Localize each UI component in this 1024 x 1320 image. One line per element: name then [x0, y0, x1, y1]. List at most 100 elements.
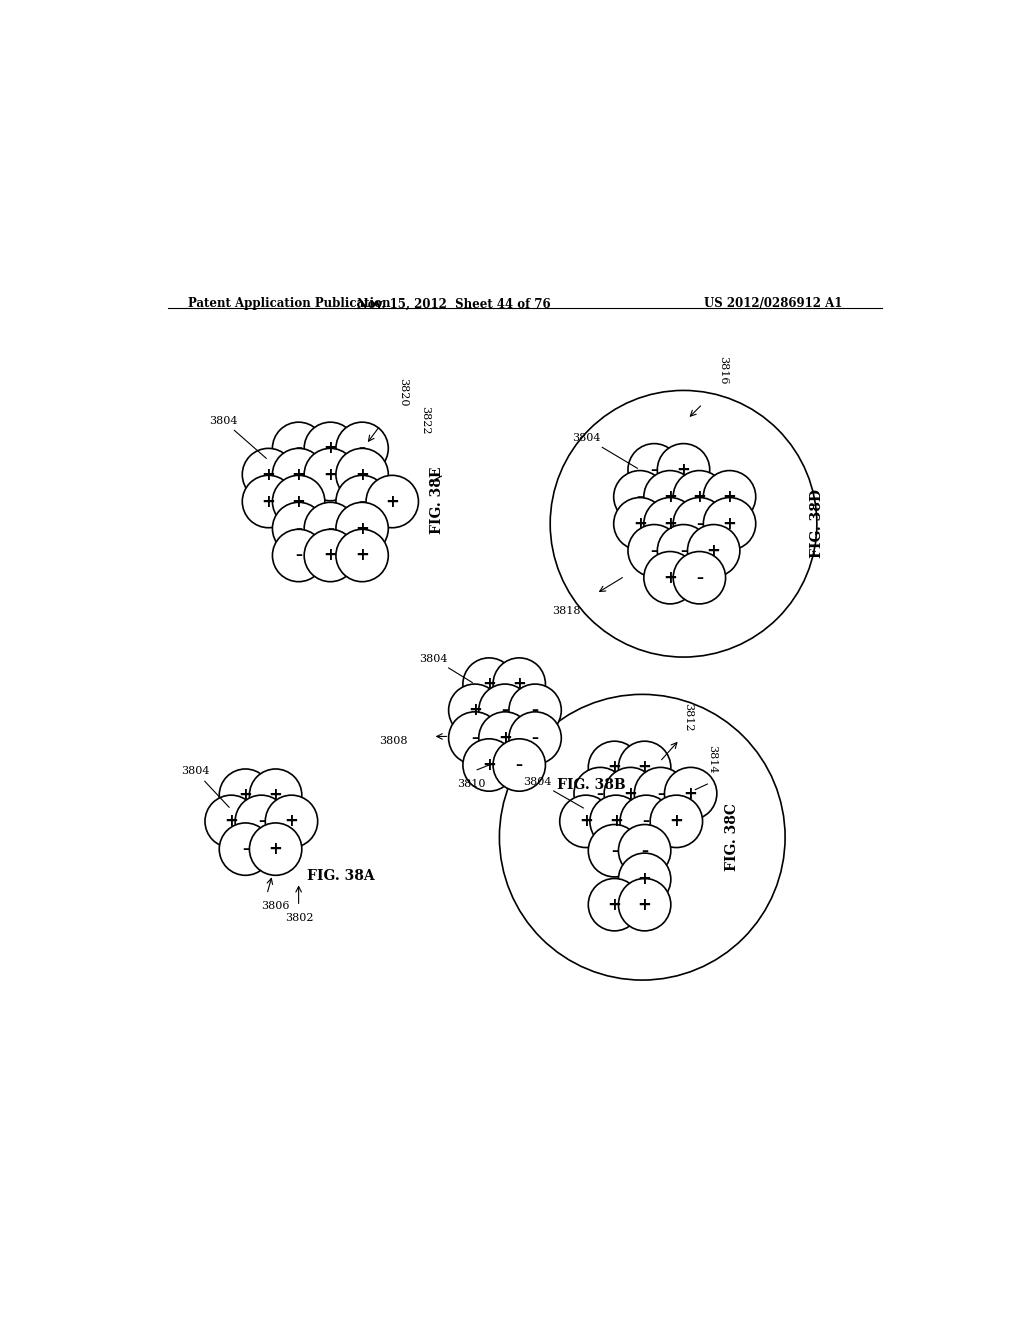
- Circle shape: [650, 795, 702, 847]
- Circle shape: [205, 795, 257, 847]
- Text: 3820: 3820: [397, 378, 408, 407]
- Text: +: +: [723, 515, 736, 533]
- Circle shape: [665, 767, 717, 820]
- Text: +: +: [677, 461, 690, 479]
- Text: FIG. 38E: FIG. 38E: [430, 466, 443, 533]
- Circle shape: [703, 471, 756, 523]
- Text: –: –: [696, 570, 702, 585]
- Text: –: –: [696, 516, 702, 531]
- Text: Nov. 15, 2012  Sheet 44 of 76: Nov. 15, 2012 Sheet 44 of 76: [356, 297, 550, 310]
- Text: –: –: [641, 843, 648, 858]
- Circle shape: [590, 795, 642, 847]
- Text: FIG. 38C: FIG. 38C: [725, 804, 738, 871]
- Circle shape: [336, 422, 388, 475]
- Text: 3804: 3804: [181, 767, 229, 808]
- Text: +: +: [684, 784, 697, 803]
- Text: +: +: [638, 896, 651, 913]
- Text: +: +: [633, 515, 647, 533]
- Circle shape: [367, 475, 419, 528]
- Text: –: –: [295, 521, 302, 536]
- Text: +: +: [607, 759, 622, 776]
- Circle shape: [644, 471, 696, 523]
- Text: US 2012/0286912 A1: US 2012/0286912 A1: [703, 297, 842, 310]
- Text: +: +: [664, 515, 677, 533]
- Text: –: –: [358, 441, 366, 455]
- Text: –: –: [242, 842, 249, 857]
- Circle shape: [628, 444, 680, 496]
- Text: +: +: [607, 896, 622, 913]
- Circle shape: [272, 422, 325, 475]
- Text: +: +: [268, 840, 283, 858]
- Circle shape: [621, 795, 673, 847]
- Circle shape: [272, 449, 325, 500]
- Text: +: +: [707, 541, 721, 560]
- Text: +: +: [670, 812, 683, 830]
- Circle shape: [336, 503, 388, 554]
- Circle shape: [613, 471, 666, 523]
- Circle shape: [673, 552, 726, 605]
- Text: +: +: [292, 492, 305, 511]
- Text: +: +: [692, 488, 707, 506]
- Text: +: +: [638, 870, 651, 888]
- Circle shape: [250, 770, 302, 821]
- Circle shape: [272, 503, 325, 554]
- Text: +: +: [355, 466, 369, 483]
- Text: –: –: [531, 731, 539, 744]
- Text: 3808: 3808: [379, 737, 408, 746]
- Text: –: –: [597, 787, 604, 800]
- Text: +: +: [324, 546, 337, 565]
- Text: 3802: 3802: [285, 912, 313, 923]
- Circle shape: [336, 449, 388, 500]
- Circle shape: [560, 795, 612, 847]
- Circle shape: [644, 498, 696, 550]
- Text: +: +: [285, 812, 298, 830]
- Circle shape: [304, 503, 356, 554]
- Text: 3804: 3804: [523, 776, 584, 808]
- Circle shape: [336, 475, 388, 528]
- Text: –: –: [657, 787, 664, 800]
- Text: –: –: [516, 758, 522, 772]
- Text: +: +: [624, 784, 637, 803]
- Text: +: +: [324, 466, 337, 483]
- Text: +: +: [482, 675, 496, 693]
- Circle shape: [604, 767, 656, 820]
- Text: 3804: 3804: [209, 416, 266, 458]
- Text: +: +: [261, 466, 275, 483]
- Circle shape: [644, 552, 696, 605]
- Text: 3810: 3810: [458, 779, 485, 789]
- Circle shape: [272, 475, 325, 528]
- Circle shape: [304, 422, 356, 475]
- Circle shape: [613, 498, 666, 550]
- Text: FIG. 38B: FIG. 38B: [557, 777, 626, 792]
- Circle shape: [618, 742, 671, 793]
- Text: 3818: 3818: [553, 606, 581, 616]
- Text: +: +: [512, 675, 526, 693]
- Text: –: –: [636, 490, 643, 504]
- Circle shape: [618, 879, 671, 931]
- Text: +: +: [664, 488, 677, 506]
- Circle shape: [588, 825, 641, 876]
- Circle shape: [673, 498, 726, 550]
- Text: Patent Application Publication: Patent Application Publication: [187, 297, 390, 310]
- Text: +: +: [292, 466, 305, 483]
- Text: +: +: [723, 488, 736, 506]
- Text: –: –: [680, 544, 687, 558]
- Circle shape: [449, 711, 501, 764]
- Circle shape: [219, 770, 271, 821]
- Text: 3814: 3814: [708, 746, 718, 774]
- Text: –: –: [643, 814, 649, 829]
- Circle shape: [493, 739, 546, 791]
- Circle shape: [673, 471, 726, 523]
- Text: –: –: [295, 549, 302, 562]
- Circle shape: [687, 524, 740, 577]
- Circle shape: [657, 524, 710, 577]
- Circle shape: [304, 449, 356, 500]
- Text: +: +: [268, 787, 283, 804]
- Circle shape: [588, 742, 641, 793]
- Text: 3806: 3806: [261, 900, 290, 911]
- Text: +: +: [385, 492, 399, 511]
- Text: 3804: 3804: [419, 653, 472, 682]
- Circle shape: [634, 767, 687, 820]
- Text: –: –: [611, 843, 617, 858]
- Text: +: +: [579, 812, 593, 830]
